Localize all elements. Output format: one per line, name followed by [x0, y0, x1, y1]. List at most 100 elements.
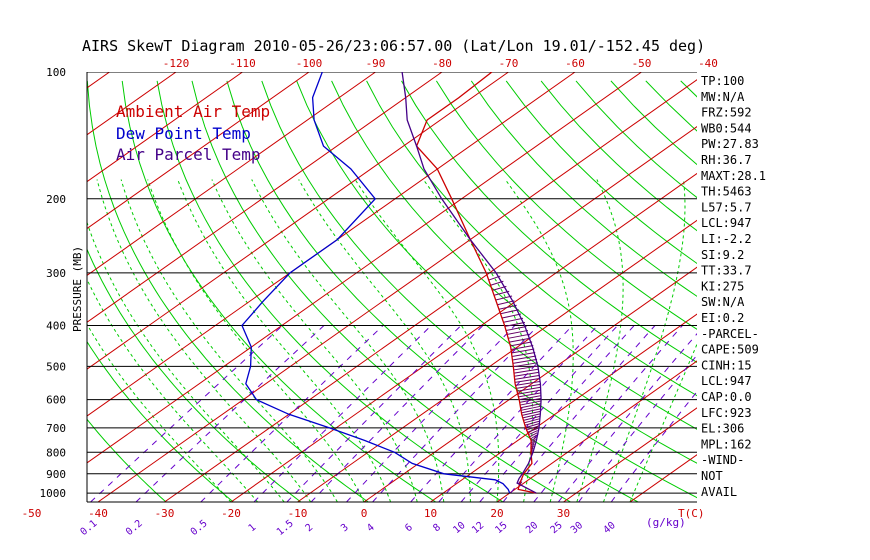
dry-adiabat	[87, 340, 234, 502]
cape-hatch-line	[529, 432, 538, 438]
cape-hatch-line	[513, 368, 539, 374]
bottom-temperature-tick-label: -20	[221, 507, 241, 520]
mixing-ratio-line	[533, 325, 683, 502]
cape-hatch-line	[528, 430, 538, 435]
stability-index: AVAIL	[701, 485, 737, 499]
cape-hatch-line	[516, 386, 541, 392]
bottom-temperature-tick-label: 0	[361, 507, 368, 520]
isotherm	[97, 79, 697, 502]
isotherm	[363, 266, 697, 502]
dry-adiabat	[366, 80, 697, 397]
series-air-parcel-temp	[401, 72, 542, 494]
bottom-temperature-tick-labels: -50 -40 -30 -20 -10 0 10 20 30	[22, 507, 571, 520]
cape-hatch-line	[524, 420, 540, 426]
pressure-tick-label: 900	[46, 468, 66, 481]
isotherm	[230, 172, 697, 502]
dry-adiabat	[331, 80, 697, 430]
mixing-ratio-line	[346, 325, 516, 502]
dry-adiabat	[820, 81, 870, 502]
stability-index: LI:-2.2	[701, 232, 752, 246]
isotherm	[87, 72, 243, 183]
mixing-ratio-label: 25	[549, 520, 565, 536]
mixing-ratio-label: 0.2	[124, 518, 145, 538]
bottom-temperature-tick-label: 10	[424, 507, 437, 520]
cape-hatch-line	[527, 427, 539, 433]
pressure-tick-label: 1000	[40, 487, 67, 500]
stability-index: CAP:0.0	[701, 390, 752, 404]
stability-index: WB0:544	[701, 121, 752, 135]
moist-adiabat	[298, 179, 471, 502]
isotherm	[0, 72, 43, 502]
mixing-ratio-line	[460, 325, 618, 502]
mixing-ratio-label: 1.5	[275, 518, 296, 538]
cape-hatch-line	[525, 423, 540, 429]
isobars	[87, 72, 697, 494]
sounding-series	[241, 72, 542, 494]
mixing-ratio-label: 6	[403, 522, 415, 534]
cape-hatch-line	[501, 313, 522, 319]
cape-hatch-line	[521, 408, 541, 414]
dry-adiabat	[87, 418, 167, 502]
mixing-ratio-label: 12	[470, 520, 486, 536]
cape-hatch-line	[522, 413, 541, 419]
cape-hatch-line	[503, 317, 524, 323]
dry-adiabat	[470, 80, 697, 297]
dry-adiabat	[751, 81, 870, 502]
top-temperature-tick-label: -80	[432, 57, 452, 70]
moist-adiabat	[177, 179, 392, 502]
stability-index: -WIND-	[701, 453, 744, 467]
bottom-temperature-tick-label: 20	[490, 507, 503, 520]
cape-hatch-line	[511, 352, 536, 358]
pressure-tick-label: 600	[46, 394, 66, 407]
cape-hatch-line	[507, 329, 529, 335]
cape-hatch-line	[512, 355, 537, 361]
mixing-ratio-line	[253, 325, 432, 502]
stability-index: MPL:162	[701, 437, 752, 451]
isotherm	[87, 72, 310, 230]
cape-hatch-line	[530, 434, 537, 440]
mixing-ratio-line	[557, 333, 697, 502]
cape-hatch-line	[530, 436, 537, 442]
cape-hatch-line	[510, 344, 534, 350]
cape-hatch-line	[515, 380, 541, 386]
top-temperature-tick-label: -110	[229, 57, 256, 70]
dry-adiabats	[87, 80, 870, 502]
moist-adiabat	[354, 179, 500, 502]
pressure-tick-label: 800	[46, 446, 66, 459]
bottom-temperature-tick-label: -50	[22, 507, 42, 520]
mixing-ratio-lines	[90, 325, 697, 502]
dry-adiabat	[191, 80, 571, 502]
mixing-ratio-label: 30	[569, 520, 585, 536]
top-temperature-tick-label: -90	[366, 57, 386, 70]
legend: Ambient Air Temp Dew Point Temp Air Parc…	[116, 102, 270, 164]
top-temperature-tick-label: -50	[632, 57, 652, 70]
bottom-temperature-tick-label: 30	[557, 507, 570, 520]
stability-index: TP:100	[701, 74, 744, 88]
stability-index: MW:N/A	[701, 90, 745, 104]
stability-index: CAPE:509	[701, 343, 759, 357]
mixing-ratio-unit: (g/kg)	[646, 516, 686, 529]
cape-hatch-line	[518, 392, 542, 398]
cape-hatch-line	[514, 374, 540, 380]
y-axis-label: PRESSURE (MB)	[71, 246, 84, 332]
isotherm	[297, 219, 697, 502]
legend-ambient-air-temp: Ambient Air Temp	[116, 102, 270, 121]
isotherm	[87, 72, 576, 417]
top-temperature-tick-label: -100	[296, 57, 323, 70]
cape-hatch-line	[519, 400, 541, 406]
isotherm	[87, 72, 110, 89]
cape-hatch-line	[495, 295, 513, 301]
cape-hatch-line	[509, 337, 531, 343]
moist-adiabat	[504, 179, 574, 502]
legend-dew-point-temp: Dew Point Temp	[116, 124, 251, 143]
stability-index: NOT	[701, 469, 723, 483]
mixing-ratio-label: 3	[339, 522, 351, 534]
mixing-ratio-line	[200, 325, 384, 502]
bottom-temperature-tick-label: -10	[288, 507, 308, 520]
cape-hatch-line	[526, 425, 539, 431]
moist-adiabat	[422, 179, 533, 502]
pressure-tick-label: 400	[46, 320, 66, 333]
isotherm	[87, 72, 509, 370]
top-temperature-tick-label: -40	[698, 57, 718, 70]
